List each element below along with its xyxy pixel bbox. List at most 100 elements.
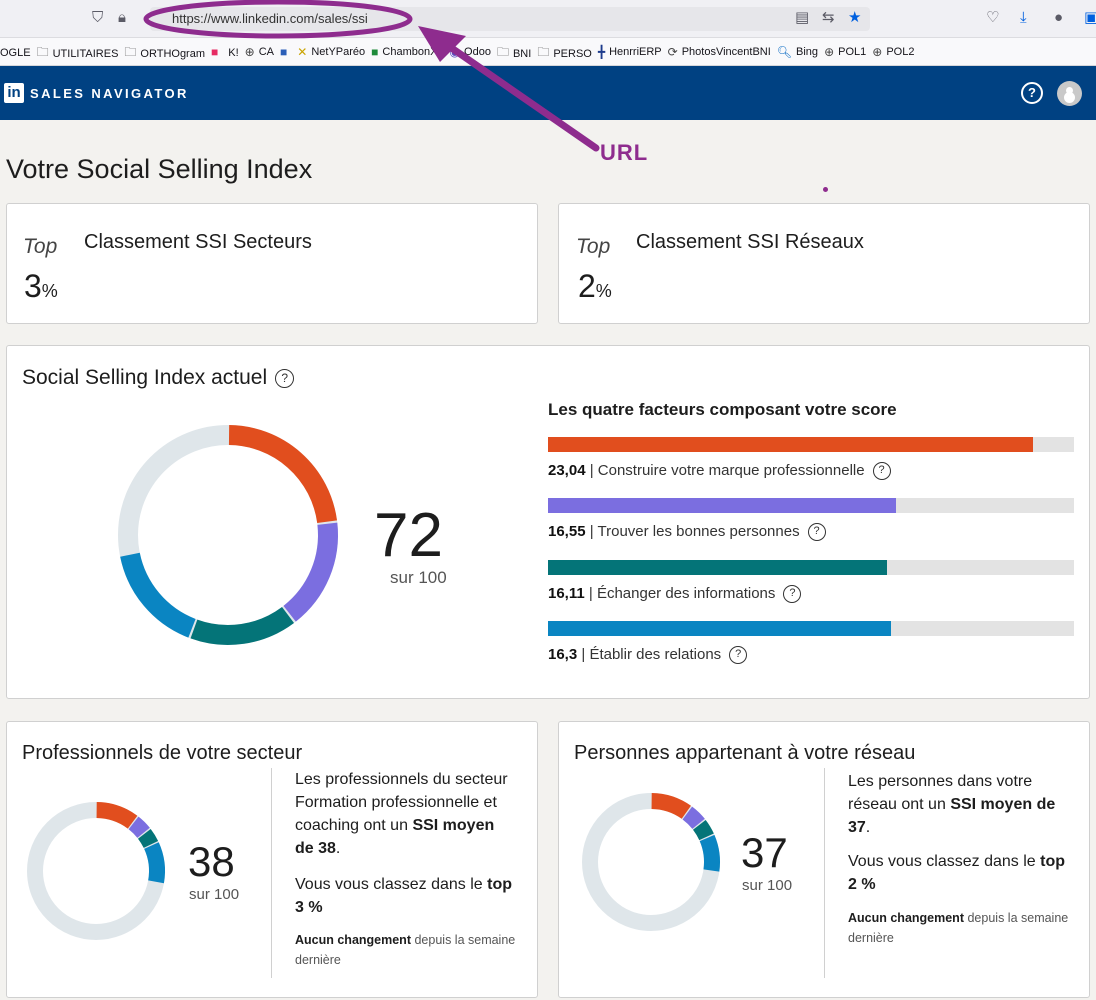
- app-icon-navy: ╋: [597, 45, 606, 59]
- pocket-icon[interactable]: ♡: [986, 9, 1000, 26]
- translate-icon[interactable]: ⇆: [822, 9, 835, 26]
- factor-name: Échanger des informations: [596, 585, 776, 602]
- bookmark-item[interactable]: ■: [280, 38, 297, 65]
- factor-bar-fill: [548, 437, 1033, 452]
- network-rank-value: 2%: [578, 268, 612, 304]
- factor-help-icon[interactable]: ?: [872, 462, 891, 481]
- sector-donut-chart: [27, 802, 165, 940]
- globe-icon: ⊕: [824, 45, 835, 59]
- reader-view-icon[interactable]: ▤: [795, 9, 810, 26]
- app-icon-blue: ■: [280, 45, 288, 59]
- annotation-label: URL: [600, 140, 649, 165]
- annotation-dot: [823, 187, 828, 192]
- factor-value: 16,55: [548, 523, 586, 540]
- bookmark-label: PERSO: [553, 47, 592, 60]
- donut-segment-2: [128, 816, 150, 838]
- linkedin-logo[interactable]: in: [4, 83, 24, 103]
- extension-icon[interactable]: ●: [1054, 9, 1064, 26]
- sidebar-icon[interactable]: ▣: [1084, 9, 1096, 26]
- donut-segment-4: [699, 834, 720, 872]
- donut-segment-2: [283, 522, 338, 622]
- bookmark-item[interactable]: 🗀︎ BNI: [496, 40, 537, 66]
- folder-icon: 🗀︎: [537, 45, 550, 59]
- network-rank-text: Vous vous classez dans le top 2 %: [848, 853, 1065, 893]
- network-title: Personnes appartenant à votre réseau: [574, 742, 916, 764]
- factor-bar-track: [548, 498, 1074, 513]
- brand-name[interactable]: SALES NAVIGATOR: [30, 86, 189, 101]
- factor-label: 16,11 | Échanger des informations?: [548, 585, 802, 604]
- bookmark-label: BNI: [512, 47, 532, 60]
- bookmark-item[interactable]: K!: [228, 39, 244, 65]
- bookmark-item[interactable]: ⟳ PhotosVincentBNI: [667, 38, 777, 65]
- factors-title: Les quatre facteurs composant votre scor…: [548, 400, 897, 419]
- folder-icon: 🗀︎: [36, 45, 49, 59]
- sector-score: 38: [188, 838, 235, 885]
- bookmark-label: Odoo: [464, 46, 491, 58]
- globe-icon: ⊕: [244, 45, 255, 59]
- bookmarks-bar: OGLE 🗀︎ UTILITAIRES 🗀︎ ORTHOgram ■ K! ⊕ CA ■ ✕ NetY…: [0, 38, 1096, 66]
- shield-icon[interactable]: ⛉: [92, 9, 104, 26]
- lock-icon[interactable]: 🔒︎: [118, 9, 126, 26]
- help-icon[interactable]: ?: [1021, 82, 1043, 104]
- bookmark-item[interactable]: 🗀︎ PERSO: [537, 40, 598, 66]
- folder-icon: 🗀︎: [496, 45, 509, 59]
- factor-value: 16,11: [548, 585, 585, 602]
- factor-separator: |: [577, 646, 590, 663]
- factor-bar-fill: [548, 560, 887, 575]
- bookmark-item[interactable]: 🔍︎ Bing: [777, 38, 824, 65]
- bookmark-item[interactable]: ✕ NetYParéo: [297, 38, 371, 65]
- sector-rank-text: Vous vous classez dans le top 3 %: [295, 876, 512, 916]
- bookmark-label: POL2: [886, 46, 915, 58]
- ssi-help-icon[interactable]: ?: [275, 368, 295, 388]
- url-text[interactable]: https://www.linkedin.com/sales/ssi: [172, 11, 368, 26]
- factor-bar-track: [548, 560, 1074, 575]
- donut-segment-1: [96, 802, 138, 829]
- factor-help-icon[interactable]: ?: [729, 646, 748, 665]
- bookmark-item[interactable]: ╋ HenrriERP: [597, 38, 668, 65]
- bookmark-item[interactable]: ■: [211, 38, 228, 65]
- bookmark-item[interactable]: ⊕ CA: [244, 38, 280, 65]
- bookmark-label: ChambonXL: [382, 46, 444, 58]
- bookmark-item[interactable]: 🗀︎ UTILITAIRES: [36, 40, 125, 66]
- factor-name: Établir des relations: [589, 646, 722, 663]
- bookmark-label: CA: [258, 46, 275, 58]
- app-icon-green: ■: [371, 45, 379, 59]
- bookmark-item[interactable]: ◉ Odoo: [449, 38, 497, 65]
- factor-help-icon[interactable]: ?: [783, 585, 802, 604]
- factor-name: Construire votre marque professionnelle: [597, 462, 865, 479]
- factor-label: 16,55 | Trouver les bonnes personnes?: [548, 523, 826, 542]
- ssi-donut-chart: [118, 425, 338, 645]
- donut-segment-1: [651, 793, 691, 820]
- bookmark-item[interactable]: ■ ChambonXL: [371, 38, 449, 65]
- factor-help-icon[interactable]: ?: [807, 523, 826, 542]
- bookmark-label: NetYParéo: [311, 46, 366, 58]
- app-icon-red: ■: [211, 45, 219, 59]
- bookmark-item[interactable]: OGLE: [0, 39, 37, 65]
- app-icon-yellow: ✕: [297, 45, 308, 59]
- sector-card: [6, 721, 538, 998]
- bookmark-label: HenrriERP: [609, 46, 662, 58]
- factor-separator: |: [584, 585, 597, 602]
- folder-icon: 🗀︎: [124, 45, 137, 59]
- factor-separator: |: [585, 523, 598, 540]
- app-icon-purple: ◉: [449, 45, 461, 59]
- bookmark-item[interactable]: 🗀︎ ORTHOgram: [124, 40, 211, 66]
- network-description: Les personnes dans votre réseau ont un S…: [848, 773, 1056, 836]
- bookmark-star-icon[interactable]: ★: [848, 9, 862, 26]
- bookmark-label: Bing: [796, 46, 819, 58]
- sector-rank-title: Classement SSI Secteurs: [84, 231, 312, 253]
- factor-bar-track: [548, 621, 1074, 636]
- ssi-out-of: sur 100: [390, 568, 447, 587]
- avatar[interactable]: [1057, 81, 1082, 106]
- ssi-card: [6, 345, 1090, 699]
- sector-rank-value: 3%: [24, 268, 58, 304]
- bookmark-item[interactable]: ⊕ POL1: [824, 38, 872, 65]
- sector-title: Professionnels de votre secteur: [22, 742, 303, 764]
- download-icon[interactable]: ⤓: [1020, 9, 1027, 26]
- page-title: Votre Social Selling Index: [6, 154, 313, 184]
- sync-icon: ⟳: [667, 45, 678, 59]
- factor-bar-track: [548, 437, 1074, 452]
- bookmark-item[interactable]: ⊕ POL2: [872, 38, 920, 65]
- factor-value: 16,3: [548, 646, 578, 663]
- sector-out-of: sur 100: [189, 886, 240, 903]
